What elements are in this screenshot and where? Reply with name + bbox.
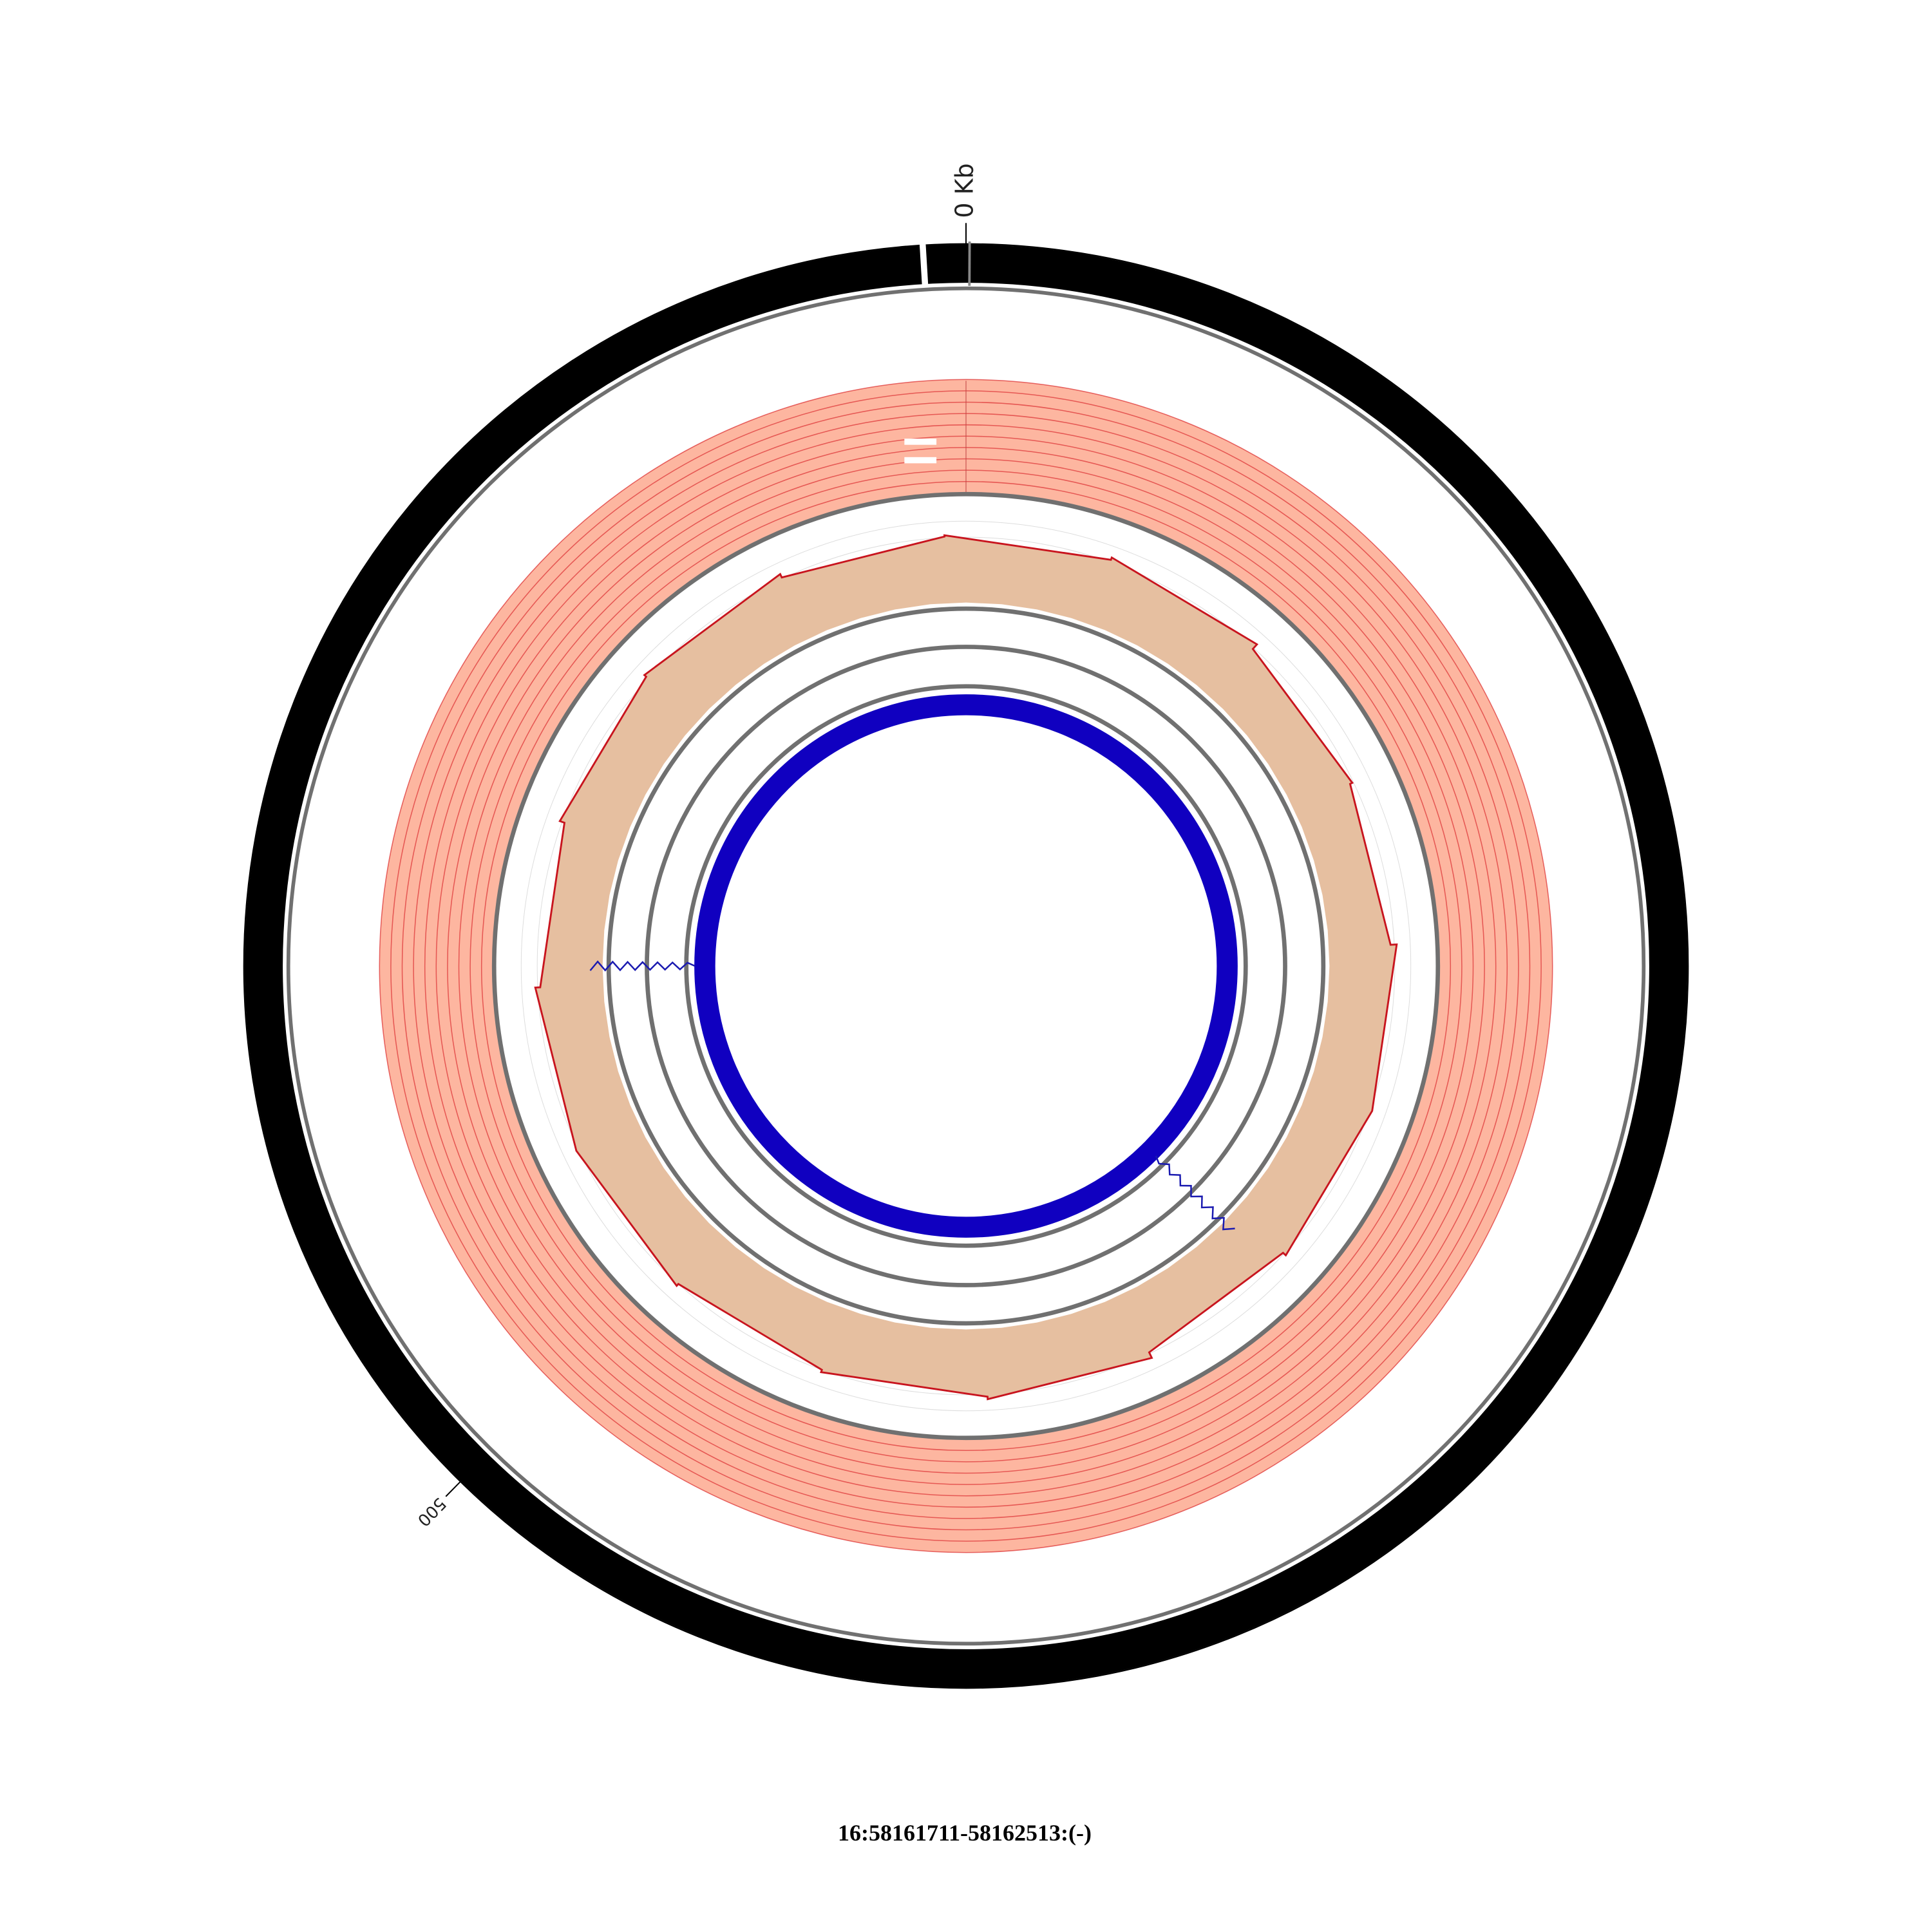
histogram-outline <box>534 534 1398 1401</box>
chart-title: 16:58161711-58162513:(-) <box>838 1820 1092 1846</box>
tick-mark <box>445 1481 461 1497</box>
red-band-line <box>379 379 1553 1553</box>
guide-circle <box>520 520 1412 1412</box>
tick-label: 0 Kb <box>951 163 979 218</box>
link <box>1155 1155 1235 1231</box>
ideogram-inner <box>286 286 1646 1646</box>
ring <box>491 491 1441 1441</box>
tick-label: 500 <box>413 1493 450 1530</box>
ideogram <box>244 244 1688 1688</box>
link <box>589 960 696 972</box>
band-gap <box>904 439 937 445</box>
guide-circle <box>536 536 1396 1396</box>
band-gap <box>904 457 937 464</box>
ring <box>684 684 1248 1248</box>
ideogram-gap <box>919 242 929 288</box>
ring <box>606 606 1326 1326</box>
red-band-line <box>492 492 1440 1440</box>
ring <box>645 645 1287 1287</box>
blue-ring <box>694 694 1238 1238</box>
